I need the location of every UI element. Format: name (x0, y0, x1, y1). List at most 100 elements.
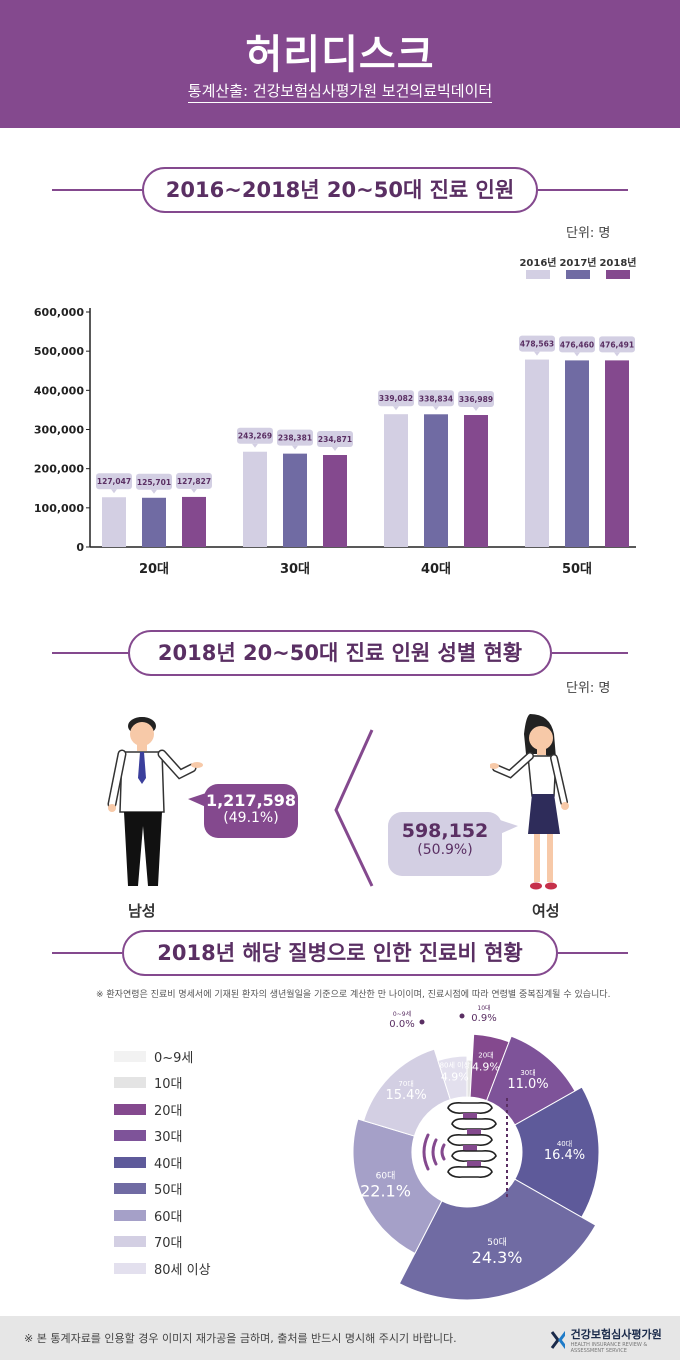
vertebra (447, 1102, 493, 1114)
legend-item: 50대 (114, 1176, 211, 1203)
value-label: 476,460 (560, 340, 594, 349)
page-title: 허리디스크 (245, 32, 435, 78)
legend-label: 20대 (154, 1103, 183, 1119)
legend-swatch (114, 1156, 146, 1168)
pie-slice (398, 1178, 597, 1301)
legend-swatch (566, 270, 590, 279)
bar (323, 455, 347, 547)
value-label-tail (111, 489, 117, 494)
section1-line-left (52, 189, 142, 191)
vertebra (451, 1150, 497, 1162)
y-tick-label: 100,000 (34, 502, 84, 515)
slice-pct: 0.9% (471, 1013, 496, 1024)
value-label: 127,047 (97, 477, 131, 486)
bar (424, 414, 448, 547)
value-label-box (96, 473, 132, 490)
value-label-tail (292, 445, 298, 450)
bar (565, 360, 589, 547)
disc (467, 1161, 481, 1167)
value-label-tail (393, 406, 399, 411)
legend-label: 80세 이상 (154, 1262, 211, 1278)
section3-title: 2018년 해당 질병으로 인한 진료비 현황 (122, 930, 558, 976)
value-label-box (237, 427, 273, 444)
value-label: 478,563 (520, 340, 554, 349)
category-label: 50대 (562, 562, 592, 577)
legend-label: 70대 (154, 1236, 183, 1252)
legend-swatch (114, 1236, 146, 1248)
category-label: 40대 (421, 562, 451, 577)
legend-label: 2016년 (519, 256, 556, 269)
male-figure-icon (107, 717, 203, 886)
legend-label: 2018년 (599, 256, 636, 269)
slice-name: 30대 (520, 1069, 535, 1077)
bar (464, 415, 488, 547)
value-label-box (176, 472, 212, 489)
value-label-box (277, 429, 313, 446)
value-label: 476,491 (600, 340, 634, 349)
value-label-tail (534, 351, 540, 356)
legend-label: 40대 (154, 1156, 183, 1172)
section1-unit: 단위: 명 (566, 226, 611, 241)
legend-swatch (114, 1262, 146, 1274)
legend-label: 0~9세 (154, 1050, 194, 1066)
pie-slice (437, 1055, 468, 1101)
slice-name: 40대 (557, 1140, 572, 1148)
value-label-tail (151, 489, 157, 494)
value-label-tail (473, 407, 479, 412)
category-label: 20대 (139, 562, 169, 577)
y-tick-label: 600,000 (34, 306, 84, 319)
bar (142, 497, 166, 547)
disc (467, 1129, 481, 1135)
legend-label: 50대 (154, 1183, 183, 1199)
slice-name: 50대 (487, 1237, 507, 1248)
male-bubble-tail (188, 793, 206, 807)
legend-swatch (114, 1209, 146, 1221)
section3-line-left (52, 952, 122, 954)
slice-pct: 15.4% (385, 1088, 426, 1103)
value-label: 238,381 (278, 434, 312, 443)
pie-slice (514, 1086, 600, 1218)
value-label-box (317, 431, 353, 448)
value-label: 336,989 (459, 395, 493, 404)
section1-title: 2016~2018년 20~50대 진료 인원 (142, 167, 538, 213)
slice-pct: 16.4% (544, 1148, 585, 1163)
value-label: 234,871 (318, 435, 352, 444)
value-label-tail (614, 352, 620, 357)
legend-label: 30대 (154, 1130, 183, 1146)
value-label: 338,834 (419, 394, 453, 403)
slice-name: 60대 (376, 1171, 396, 1182)
slice-pct: 4.9% (441, 1070, 469, 1083)
value-label-tail (332, 447, 338, 452)
legend-swatch (114, 1050, 146, 1062)
legend-label: 10대 (154, 1077, 183, 1093)
slice-name: 10대 (477, 1004, 490, 1012)
female-label: 여성 (532, 902, 560, 920)
legend-item: 10대 (114, 1070, 211, 1097)
legend-item: 30대 (114, 1123, 211, 1150)
legend-item: 20대 (114, 1096, 211, 1123)
legend-swatch (114, 1103, 146, 1115)
y-tick-label: 500,000 (34, 345, 84, 358)
legend-item: 40대 (114, 1149, 211, 1176)
source-text: 통계산출: 건강보험심사평가원 보건의료빅데이터 (0, 80, 680, 103)
slice-name: 80세 이상 (440, 1060, 471, 1069)
male-label: 남성 (128, 902, 156, 920)
legend-item: 70대 (114, 1229, 211, 1256)
vertebra (451, 1118, 497, 1130)
value-label: 125,701 (137, 478, 171, 487)
header: 허리디스크 통계산출: 건강보험심사평가원 보건의료빅데이터 (0, 0, 680, 128)
less-than-icon (334, 729, 374, 887)
legend-swatch (114, 1077, 146, 1089)
bar (605, 360, 629, 547)
male-bubble: 1,217,598 (49.1%) (204, 784, 298, 838)
category-label: 30대 (280, 562, 310, 577)
org-logo: 건강보험심사평가원 HEALTH INSURANCE REVIEW & ASSE… (550, 1326, 680, 1354)
section3-line-right (558, 952, 628, 954)
value-label-box (418, 390, 454, 407)
legend-item: 80세 이상 (114, 1255, 211, 1282)
section1-line-right (538, 189, 628, 191)
bar (384, 414, 408, 547)
pie-slice (352, 1118, 443, 1255)
slice-pct: 11.0% (507, 1077, 548, 1092)
